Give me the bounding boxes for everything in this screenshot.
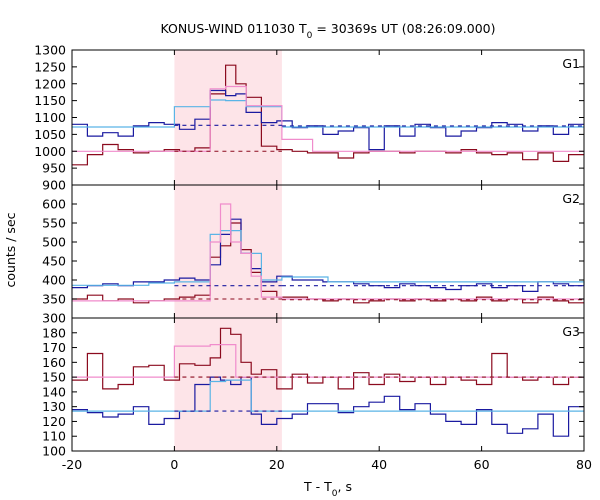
panel-label-g3: G3 xyxy=(562,324,580,339)
y-tick-label: 170 xyxy=(42,340,66,355)
series-dark-red-g1 xyxy=(72,64,584,166)
x-tick-label: 60 xyxy=(474,457,490,472)
y-tick-label: 1300 xyxy=(34,43,66,58)
x-tick-label: 80 xyxy=(576,457,592,472)
shaded-interval-g1 xyxy=(174,50,282,185)
y-tick-label: 120 xyxy=(42,414,66,429)
x-tick-label: -20 xyxy=(62,457,82,472)
panel-frame-g3 xyxy=(71,317,585,452)
x-tick-label: 20 xyxy=(269,457,285,472)
y-tick-label: 1000 xyxy=(34,144,66,159)
y-tick-label: 1100 xyxy=(34,110,66,125)
x-axis-label: T - T0, s xyxy=(303,479,352,499)
shaded-interval-layer xyxy=(174,50,282,451)
x-tick-label: 0 xyxy=(170,457,178,472)
shaded-interval-g3 xyxy=(174,318,282,451)
x-tick-label: 40 xyxy=(371,457,387,472)
y-tick-label: 110 xyxy=(42,429,66,444)
shaded-interval-g2 xyxy=(174,185,282,318)
y-tick-label: 300 xyxy=(42,311,66,326)
chart-title: KONUS-WIND 011030 T0 = 30369s UT (08:26:… xyxy=(160,21,495,41)
y-tick-label: 1250 xyxy=(34,59,66,74)
y-tick-label: 400 xyxy=(42,273,66,288)
y-tick-label: 450 xyxy=(42,254,66,269)
y-tick-label: 140 xyxy=(42,384,66,399)
series-pink-g3 xyxy=(72,344,584,378)
y-tick-label: 350 xyxy=(42,292,66,307)
series-blue-g2 xyxy=(72,218,584,292)
series-dark-red-g2 xyxy=(72,222,584,304)
y-tick-label: 1050 xyxy=(34,127,66,142)
y-tick-label: 1150 xyxy=(34,93,66,108)
y-tick-label: 150 xyxy=(42,370,66,385)
series-pink-g2 xyxy=(72,203,584,302)
frame-layer xyxy=(71,49,585,452)
y-tick-label: 500 xyxy=(42,235,66,250)
y-tick-label: 160 xyxy=(42,355,66,370)
y-tick-label: 130 xyxy=(42,399,66,414)
y-axis-label: counts / sec xyxy=(3,212,18,287)
series-blue-g1 xyxy=(72,89,584,151)
series-dark-red-g3 xyxy=(72,327,584,390)
y-tick-label: 180 xyxy=(42,325,66,340)
panel-label-g1: G1 xyxy=(562,56,580,71)
series-layer xyxy=(72,64,585,437)
panel-frame-g1 xyxy=(71,49,585,186)
y-tick-label: 950 xyxy=(42,161,66,176)
y-tick-label: 600 xyxy=(42,197,66,212)
y-tick-label: 1200 xyxy=(34,76,66,91)
series-blue-g3 xyxy=(72,376,584,437)
y-tick-label: 550 xyxy=(42,216,66,231)
panel-frame-g2 xyxy=(71,184,585,319)
panel-label-g2: G2 xyxy=(562,191,580,206)
y-tick-label: 100 xyxy=(42,444,66,459)
y-tick-label: 900 xyxy=(42,178,66,193)
series-pink-g1 xyxy=(72,85,584,152)
series-light-blue-g2 xyxy=(72,230,585,286)
text-layer: KONUS-WIND 011030 T0 = 30369s UT (08:26:… xyxy=(3,21,592,499)
